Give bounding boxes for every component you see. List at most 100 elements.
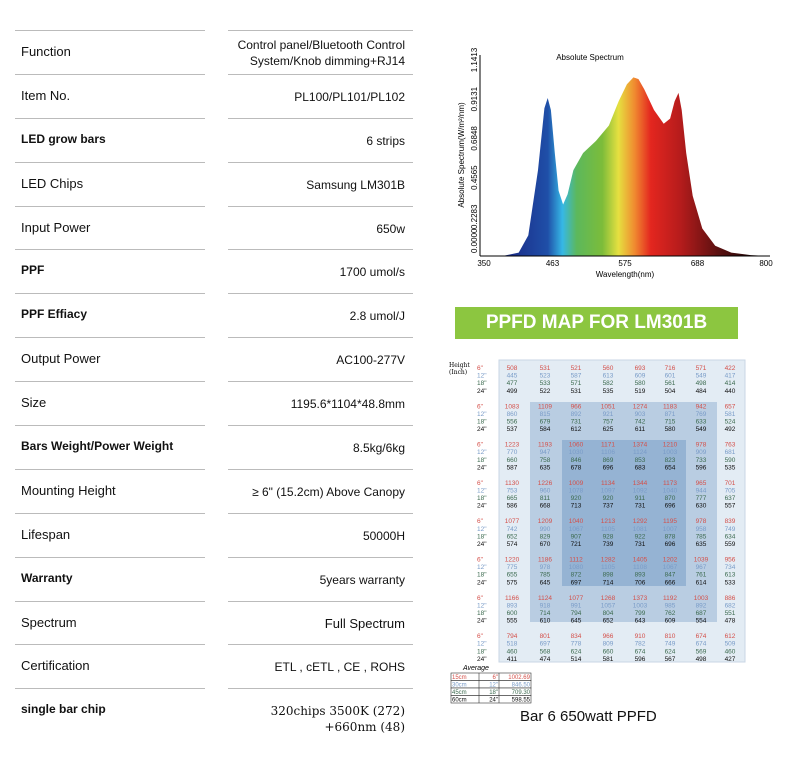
ppfd-value: 634 <box>725 533 736 540</box>
ppfd-value: 596 <box>635 656 646 663</box>
ppfd-value: 509 <box>725 641 736 648</box>
ppfd-value: 586 <box>507 503 518 510</box>
height-row-label: 12" <box>477 641 487 648</box>
spec-row: Output Power AC100-277V <box>15 337 413 381</box>
ppfd-value: 753 <box>507 488 518 495</box>
ppfd-value: 978 <box>696 442 707 449</box>
ppfd-value: 785 <box>696 533 707 540</box>
ppfd-value: 922 <box>635 533 646 540</box>
spec-row: Size 1195.6*1104*48.8mm <box>15 381 413 425</box>
spec-label: PPF <box>21 263 45 278</box>
height-row-label: 18" <box>477 533 487 540</box>
height-row-label: 6" <box>477 442 484 449</box>
height-row-label: 6" <box>477 403 484 410</box>
ppfd-value: 537 <box>507 426 518 433</box>
ppfd-value: 763 <box>725 442 736 449</box>
height-row-label: 24" <box>477 618 487 625</box>
ppfd-value: 869 <box>603 457 614 464</box>
ppfd-value: 522 <box>540 388 551 395</box>
ppfd-value: 568 <box>540 648 551 655</box>
ppfd-value: 600 <box>507 610 518 617</box>
average-row <box>450 695 532 704</box>
ppfd-value: 499 <box>507 388 518 395</box>
ppfd-value: 860 <box>507 411 518 418</box>
ppfd-value: 1282 <box>601 557 616 564</box>
ppfd-value: 613 <box>725 572 736 579</box>
ppfd-value: 580 <box>635 380 646 387</box>
ppfd-value: 679 <box>540 419 551 426</box>
ppfd-value: 1344 <box>633 480 648 487</box>
average-cell: 12" <box>489 683 498 689</box>
ppfd-value: 956 <box>725 557 736 564</box>
ppfd-value: 478 <box>725 618 736 625</box>
ppfd-value: 893 <box>635 572 646 579</box>
spec-label: Warranty <box>21 570 73 585</box>
ppfd-value: 571 <box>696 365 707 372</box>
ppfd-value: 484 <box>696 388 707 395</box>
ppfd-value: 551 <box>725 610 736 617</box>
spec-row: Bars Weight/Power Weight 8.5kg/6kg <box>15 425 413 469</box>
ppfd-value: 1130 <box>505 480 519 487</box>
ppfd-value: 612 <box>571 426 582 433</box>
ppfd-value: 782 <box>635 641 646 648</box>
ppfd-value: 696 <box>665 503 676 510</box>
spec-row: Warranty 5years warranty <box>15 556 413 601</box>
ppfd-value: 514 <box>571 656 582 663</box>
ppfd-value: 533 <box>725 579 736 586</box>
ppfd-value: 1220 <box>505 557 520 564</box>
height-row-label: 12" <box>477 488 487 495</box>
ppfd-value: 559 <box>725 541 736 548</box>
spec-row: LED Chips Samsung LM301B <box>15 161 413 206</box>
height-row-label: 24" <box>477 579 487 586</box>
ppfd-value: 696 <box>665 541 676 548</box>
ppfd-value: 749 <box>665 641 676 648</box>
average-cell: 6" <box>493 675 498 681</box>
ppfd-value: 645 <box>571 618 582 625</box>
ppfd-value: 1067 <box>663 564 678 571</box>
ppfd-value: 596 <box>696 464 707 471</box>
spec-row: PPF 1700 umol/s <box>15 249 413 293</box>
ppfd-value: 637 <box>725 495 736 502</box>
ppfd-value: 978 <box>696 518 707 525</box>
height-row-label: 18" <box>477 610 487 617</box>
x-tick-label: 463 <box>546 259 560 268</box>
ppfd-value: 761 <box>696 572 707 579</box>
ppfd-caption: Bar 6 650watt PPFD <box>520 708 657 725</box>
ppfd-value: 477 <box>507 380 518 387</box>
ppfd-value: 492 <box>725 426 736 433</box>
ppfd-value: 829 <box>540 533 551 540</box>
ppfd-value: 561 <box>665 380 676 387</box>
ppfd-value: 460 <box>725 648 736 655</box>
ppfd-value: 1195 <box>663 518 677 525</box>
spec-row: single bar chip 320chips 3500K (272) +660… <box>15 688 413 734</box>
ppfd-value: 660 <box>507 457 518 464</box>
y-axis-label: Absolute Spectrum(W/m²/nm) <box>457 102 466 208</box>
ppfd-value: 721 <box>571 541 582 548</box>
spec-label: PPF Effiacy <box>21 307 88 322</box>
ppfd-value: 549 <box>696 426 707 433</box>
ppfd-value: 555 <box>507 618 518 625</box>
ppfd-value: 531 <box>540 365 551 372</box>
ppfd-value: 612 <box>725 633 736 640</box>
height-row-label: 12" <box>477 564 487 571</box>
ppfd-value: 1112 <box>569 557 583 564</box>
x-axis-label: Wavelength(nm) <box>596 270 655 279</box>
spec-row: Function Control panel/Bluetooth Control … <box>15 30 413 74</box>
ppfd-value: 1166 <box>505 595 519 602</box>
ppfd-value: 1226 <box>538 480 553 487</box>
height-row-label: 12" <box>477 373 487 380</box>
ppfd-value: 518 <box>507 641 518 648</box>
ppfd-value: 1134 <box>601 480 615 487</box>
height-row-label: 12" <box>477 449 487 456</box>
chart-title: Absolute Spectrum <box>556 53 624 62</box>
height-row-label: 6" <box>477 518 484 525</box>
ppfd-value: 440 <box>725 388 736 395</box>
ppfd-value: 1210 <box>663 442 678 449</box>
ppfd-value: 911 <box>635 495 646 502</box>
ppfd-value: 794 <box>571 610 582 617</box>
ppfd-value: 652 <box>603 618 614 625</box>
ppfd-value: 1078 <box>569 488 584 495</box>
ppfd-value: 1124 <box>538 595 552 602</box>
average-cell: 30cm <box>452 683 467 689</box>
